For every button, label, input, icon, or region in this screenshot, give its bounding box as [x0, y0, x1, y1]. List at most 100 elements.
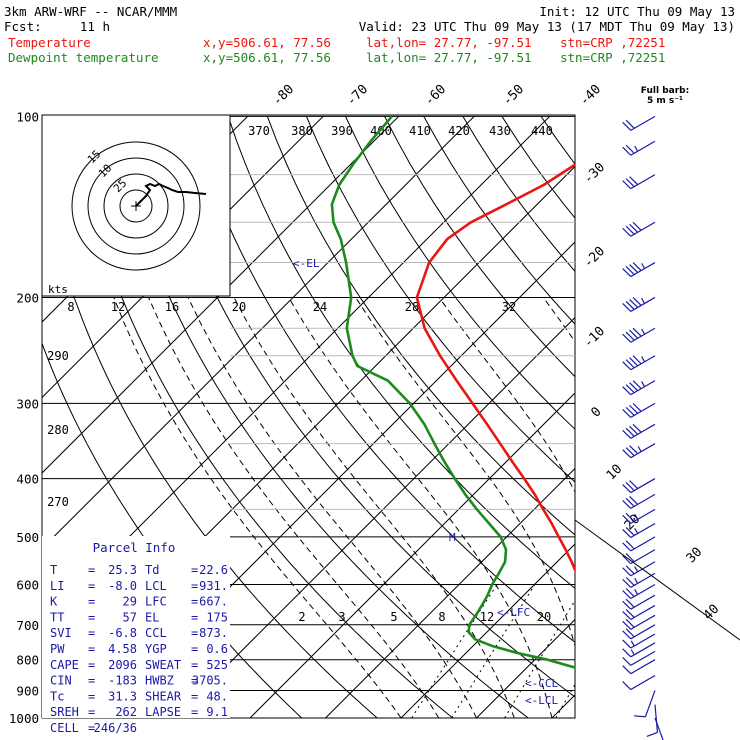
parcel-eq: =	[88, 563, 95, 577]
moist-adiabat-line	[438, 297, 575, 494]
barb-shaft	[654, 717, 664, 740]
isotherm-label: -30	[581, 160, 608, 187]
dry-adiabat-line	[305, 116, 575, 483]
wind-barb	[622, 327, 656, 343]
moist-adiabat-line	[288, 297, 553, 718]
wind-barb	[622, 380, 656, 396]
legend-temperature-latlon: lat,lon= 27.77, -97.51	[366, 35, 532, 50]
model-title: 3km ARW-WRF -- NCAR/MMM	[4, 4, 177, 19]
parcel-value: 0.6	[206, 642, 228, 656]
mixing-ratio-label: 8	[438, 610, 445, 624]
hodograph-axis-label: 28	[405, 300, 419, 314]
barb-flag-full	[622, 121, 632, 131]
barb-flag-full	[625, 608, 635, 618]
dry-adiabat-line	[580, 116, 740, 730]
dewpoint-profile	[330, 115, 575, 669]
parcel-title: Parcel Info	[93, 540, 176, 555]
wind-barb	[622, 659, 656, 675]
parcel-eq: =	[191, 658, 198, 672]
parcel-label: SREH	[50, 705, 79, 719]
isotherm-label: -10	[581, 324, 608, 351]
barb-flag-full	[622, 578, 632, 588]
parcel-eq: =	[191, 595, 198, 609]
isotherm-line	[325, 467, 575, 718]
wind-barb	[622, 355, 656, 371]
barb-shaft	[630, 604, 656, 620]
parcel-eq: =	[88, 689, 95, 703]
barb-flag-half	[641, 356, 646, 363]
parcel-label: Td	[145, 563, 159, 577]
barb-flag-full	[622, 600, 632, 610]
wind-barb	[622, 508, 656, 524]
theta-label: 410	[409, 124, 431, 138]
barb-shaft	[630, 115, 656, 131]
wind-barb	[622, 675, 656, 691]
barb-flag-full	[625, 527, 635, 536]
barb-flag-full	[622, 590, 632, 599]
theta-left-label: 270	[47, 495, 69, 509]
barb-shaft	[630, 536, 656, 552]
barb-shaft	[630, 221, 656, 237]
pressure-tick-label: 100	[16, 109, 39, 124]
parcel-label: HWBZ	[145, 674, 174, 688]
barb-flag-full	[622, 361, 632, 371]
barb-flag-full	[622, 555, 632, 565]
parcel-eq: =	[88, 705, 95, 719]
theta-label: 370	[248, 124, 270, 138]
parcel-eq: =	[191, 674, 198, 688]
dry-adiabat-line	[501, 116, 575, 219]
wind-barb	[622, 614, 656, 630]
barb-flag-half	[641, 263, 646, 269]
barb-shaft	[630, 642, 656, 658]
wind-barb	[622, 140, 656, 156]
wind-barb	[622, 572, 656, 588]
barb-flag-full	[625, 406, 635, 416]
hodograph-axis-label: 12	[111, 300, 125, 314]
barb-flag-full	[625, 588, 635, 597]
moist-adiabat-line	[355, 297, 575, 648]
fcst-value: 11 h	[80, 19, 110, 34]
isotherm-label: 0	[588, 404, 604, 420]
legend-dewpoint: Dewpoint temperature	[8, 50, 159, 65]
barb-flag-half	[634, 145, 639, 152]
legend-dewpoint-xy: x,y=506.61, 77.56	[203, 50, 331, 65]
barb-shaft	[630, 262, 656, 278]
wind-barb	[622, 493, 656, 509]
barb-legend-unit: 5 m s⁻¹	[647, 96, 683, 106]
isotherm-label: -20	[581, 244, 608, 271]
barb-flag-full	[622, 514, 632, 524]
barb-flag-full	[625, 427, 635, 437]
parcel-label: SWEAT	[145, 658, 181, 672]
parcel-value: 2096	[108, 658, 137, 672]
parcel-value: 9.1	[206, 705, 228, 719]
barb-flag-half	[641, 297, 646, 304]
isotherm-label: -80	[270, 82, 297, 109]
barb-flag-full	[629, 480, 639, 489]
sounding-profiles	[330, 115, 575, 669]
barb-flag-full	[622, 681, 632, 690]
hodograph-rings	[71, 141, 201, 271]
parcel-label: K	[50, 595, 58, 609]
isotherm-line	[703, 116, 740, 718]
lcl-marker: <-LCL	[525, 694, 558, 707]
barb-flag-full	[622, 429, 632, 439]
parcel-label: PW	[50, 642, 65, 656]
parcel-eq: =	[88, 610, 95, 624]
wind-barb	[622, 296, 656, 312]
barb-flag-full	[622, 529, 632, 538]
barb-flag-full	[625, 178, 635, 188]
barb-shaft	[630, 508, 656, 524]
barb-flag-half	[634, 513, 639, 520]
pressure-tick-label: 700	[16, 618, 39, 633]
isotherm-line	[42, 115, 400, 474]
parcel-value: 667.	[199, 595, 228, 609]
parcel-value: 57	[123, 610, 137, 624]
isotherm-line	[551, 694, 575, 718]
dry-adiabat-line	[462, 116, 575, 273]
mixing-ratio-line	[663, 585, 734, 719]
chart-header: 3km ARW-WRF -- NCAR/MMM Init: 12 UTC Thu…	[4, 4, 735, 65]
barb-shaft	[644, 690, 656, 717]
theta-label: 390	[331, 124, 353, 138]
